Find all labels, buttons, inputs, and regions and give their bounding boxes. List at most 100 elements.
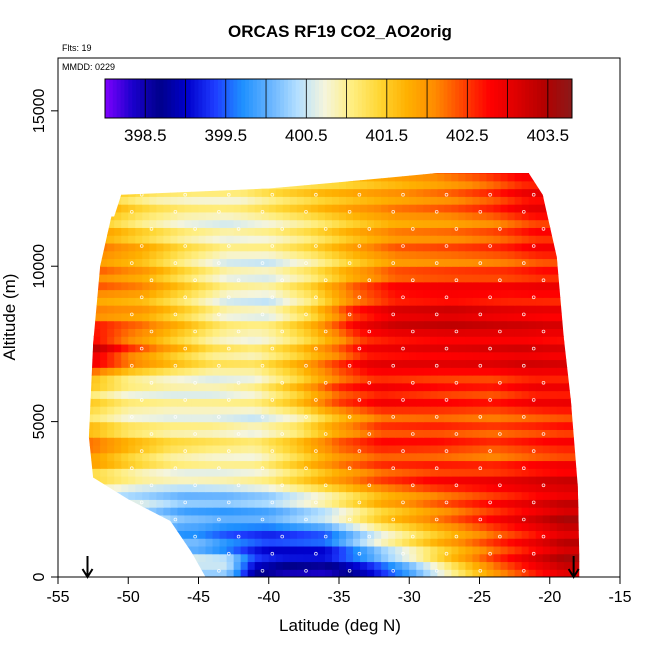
heatmap-cell <box>486 538 495 547</box>
heatmap-cell <box>184 460 193 469</box>
heatmap-cell <box>514 522 523 531</box>
heatmap-cell <box>360 281 368 291</box>
heatmap-cell <box>500 258 509 267</box>
heatmap-cell <box>339 180 347 190</box>
heatmap-cell <box>163 514 172 524</box>
heatmap-cell <box>261 242 270 252</box>
heatmap-cell <box>198 413 207 423</box>
heatmap-cell <box>275 437 284 446</box>
heatmap-cell <box>261 312 270 322</box>
heatmap-cell <box>100 258 108 267</box>
heatmap-cell <box>149 235 157 244</box>
heatmap-cell <box>521 172 530 174</box>
heatmap-cell <box>233 507 242 516</box>
heatmap-cell <box>135 413 143 423</box>
heatmap-cell <box>247 235 256 244</box>
heatmap-cell <box>430 250 438 260</box>
heatmap-cell <box>289 468 298 477</box>
heatmap-cell <box>493 250 502 260</box>
heatmap-cell <box>268 359 277 368</box>
sample-point <box>130 415 134 419</box>
heatmap-cell <box>233 406 242 415</box>
heatmap-cell <box>226 227 235 236</box>
heatmap-cell <box>388 374 396 384</box>
heatmap-cell <box>542 227 551 236</box>
heatmap-cell <box>514 367 523 376</box>
heatmap-cell <box>374 320 382 329</box>
heatmap-cell <box>114 413 122 423</box>
heatmap-cell <box>93 421 101 430</box>
heatmap-cell <box>88 266 94 275</box>
heatmap-cell <box>458 359 467 368</box>
heatmap-cell <box>324 483 333 493</box>
colorbar-segment <box>128 79 133 118</box>
heatmap-cell <box>114 437 122 446</box>
heatmap-cell <box>93 406 101 415</box>
heatmap-cell <box>563 219 572 228</box>
heatmap-cell <box>528 289 537 298</box>
heatmap-cell <box>184 235 193 244</box>
heatmap-cell <box>324 172 333 174</box>
sample-point <box>498 329 502 334</box>
sample-point <box>270 192 275 197</box>
heatmap-cell <box>451 460 460 469</box>
heatmap-cell <box>563 336 572 345</box>
heatmap-cell <box>289 437 298 446</box>
heatmap-cell <box>437 476 445 485</box>
heatmap-cell <box>198 242 207 252</box>
heatmap-cell <box>324 429 333 438</box>
heatmap-cell <box>395 530 403 539</box>
heatmap-cell <box>296 507 305 516</box>
heatmap-cell <box>388 359 396 368</box>
heatmap-cell <box>135 180 143 190</box>
heatmap-cell <box>458 172 467 174</box>
heatmap-cell <box>360 266 368 275</box>
heatmap-cell <box>198 297 207 306</box>
heatmap-cell <box>317 406 326 415</box>
heatmap-cell <box>556 444 565 454</box>
heatmap-cell <box>367 219 375 228</box>
sample-point <box>347 210 352 214</box>
heatmap-cell <box>388 390 396 399</box>
heatmap-cell <box>282 219 291 228</box>
heatmap-cell <box>121 382 129 392</box>
heatmap-cell <box>128 374 136 384</box>
heatmap-cell <box>128 258 136 267</box>
heatmap-cell <box>556 359 565 368</box>
heatmap-cell <box>577 320 580 329</box>
heatmap-cell <box>353 273 361 283</box>
heatmap-cell <box>500 305 509 314</box>
heatmap-cell <box>409 421 417 430</box>
heatmap-cell <box>128 530 136 539</box>
colorbar-segment <box>365 79 371 118</box>
heatmap-cell <box>486 328 495 337</box>
heatmap-cell <box>88 538 94 547</box>
heatmap-cell <box>198 211 207 221</box>
heatmap-cell <box>563 211 572 221</box>
heatmap-cell <box>430 188 438 197</box>
heatmap-cell <box>275 561 284 570</box>
sample-point <box>478 210 483 214</box>
heatmap-cell <box>303 305 312 314</box>
heatmap-cell <box>135 437 143 446</box>
heatmap-cell <box>493 569 502 577</box>
heatmap-cell <box>121 320 129 329</box>
heatmap-cell <box>282 413 291 423</box>
heatmap-cell <box>233 196 242 205</box>
sample-point <box>434 363 439 368</box>
heatmap-cell <box>423 172 431 182</box>
heatmap-cell <box>303 499 312 508</box>
heatmap-cell <box>177 460 186 469</box>
heatmap-cell <box>563 281 572 291</box>
heatmap-cell <box>479 452 488 462</box>
heatmap-cell <box>521 242 530 252</box>
heatmap-cell <box>563 491 572 500</box>
heatmap-cell <box>437 289 445 298</box>
heatmap-cell <box>156 297 164 306</box>
heatmap-cell <box>346 545 354 555</box>
heatmap-cell <box>451 437 460 446</box>
heatmap-cell <box>254 460 263 469</box>
heatmap-cell <box>549 266 558 275</box>
heatmap-cell <box>472 444 481 454</box>
heatmap-cell <box>493 258 502 267</box>
